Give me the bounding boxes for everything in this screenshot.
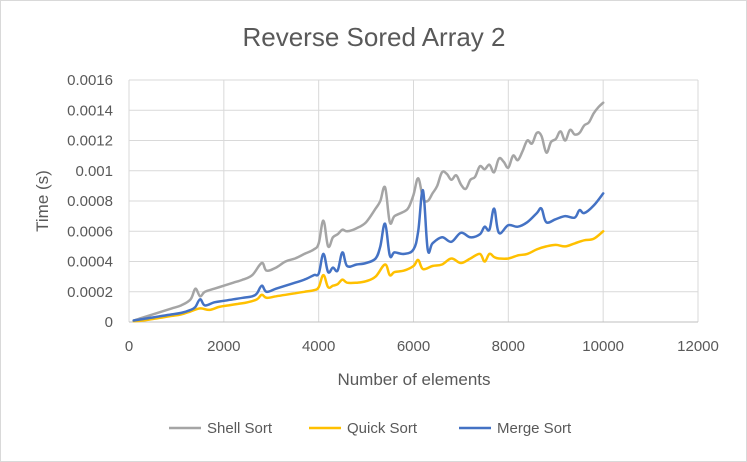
y-axis-ticks: 0 0.0002 0.0004 0.0006 0.0008 0.001 0.0012 0.00… <box>67 72 113 331</box>
y-tick-label: 0.0012 <box>67 133 113 150</box>
series-line-merge-sort <box>132 189 605 322</box>
legend-label: Shell Sort <box>207 420 273 437</box>
x-axis-label: Number of elements <box>337 370 490 389</box>
plot-series <box>132 101 605 323</box>
x-tick-label: 2000 <box>207 338 240 355</box>
x-tick-label: 12000 <box>677 338 719 355</box>
x-tick-label: 4000 <box>302 338 335 355</box>
y-tick-label: 0.0014 <box>67 102 113 119</box>
y-tick-label: 0.0006 <box>67 223 113 240</box>
legend-label: Merge Sort <box>497 420 572 437</box>
y-tick-label: 0.0004 <box>67 254 113 271</box>
y-tick-label: 0 <box>105 314 113 331</box>
chart-title: Reverse Sored Array 2 <box>242 22 505 52</box>
x-tick-label: 0 <box>125 338 133 355</box>
series-line-quick-sort <box>132 230 605 323</box>
y-tick-label: 0.001 <box>75 163 113 180</box>
y-axis-label: Time (s) <box>33 170 52 232</box>
legend-item-merge-sort: Merge Sort <box>459 420 572 437</box>
x-tick-label: 10000 <box>582 338 624 355</box>
y-tick-label: 0.0002 <box>67 284 113 301</box>
y-tick-label: 0.0016 <box>67 72 113 89</box>
legend-item-shell-sort: Shell Sort <box>169 420 273 437</box>
legend-item-quick-sort: Quick Sort <box>309 420 418 437</box>
x-tick-label: 8000 <box>492 338 525 355</box>
legend: Shell Sort Quick Sort Merge Sort <box>169 420 572 437</box>
series-line-shell-sort <box>132 101 605 322</box>
x-tick-label: 6000 <box>397 338 430 355</box>
x-axis-ticks: 0 2000 4000 6000 8000 10000 12000 <box>125 338 719 355</box>
legend-label: Quick Sort <box>347 420 418 437</box>
y-tick-label: 0.0008 <box>67 193 113 210</box>
gridlines <box>128 79 699 323</box>
